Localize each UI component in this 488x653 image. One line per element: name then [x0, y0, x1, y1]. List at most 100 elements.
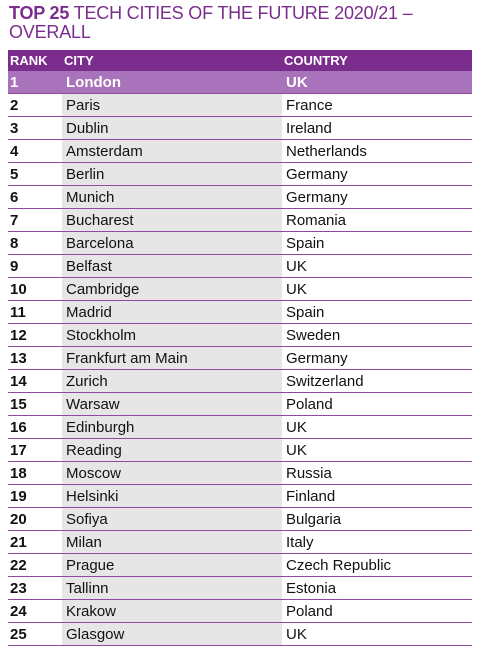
country-cell: Poland — [282, 392, 472, 416]
city-cell: Berlin — [62, 162, 282, 186]
rank-cell: 12 — [8, 323, 62, 347]
country-cell: Netherlands — [282, 139, 472, 163]
city-cell: London — [62, 71, 282, 94]
rank-cell: 4 — [8, 139, 62, 163]
city-cell: Moscow — [62, 461, 282, 485]
city-cell: Milan — [62, 530, 282, 554]
country-cell: Bulgaria — [282, 507, 472, 531]
city-cell: Cambridge — [62, 277, 282, 301]
city-cell: Amsterdam — [62, 139, 282, 163]
city-cell: Bucharest — [62, 208, 282, 232]
rank-cell: 6 — [8, 185, 62, 209]
city-cell: Madrid — [62, 300, 282, 324]
rank-cell: 9 — [8, 254, 62, 278]
table-row: 19 Helsinki Finland — [8, 484, 472, 508]
table-row: 5 Berlin Germany — [8, 162, 472, 186]
table-row: 21 Milan Italy — [8, 530, 472, 554]
city-cell: Barcelona — [62, 231, 282, 255]
city-cell: Zurich — [62, 369, 282, 393]
city-cell: Belfast — [62, 254, 282, 278]
country-cell: Poland — [282, 599, 472, 623]
table-row: 16 Edinburgh UK — [8, 415, 472, 439]
country-cell: France — [282, 93, 472, 117]
rank-cell: 10 — [8, 277, 62, 301]
rank-cell: 13 — [8, 346, 62, 370]
table-row: 4 Amsterdam Netherlands — [8, 139, 472, 163]
title-rest: TECH CITIES OF THE FUTURE 2020/21 – OVER… — [9, 3, 413, 42]
city-cell: Dublin — [62, 116, 282, 140]
table-row: 3 Dublin Ireland — [8, 116, 472, 140]
table-row: 20 Sofiya Bulgaria — [8, 507, 472, 531]
rank-cell: 2 — [8, 93, 62, 117]
city-cell: Paris — [62, 93, 282, 117]
table-row: 22 Prague Czech Republic — [8, 553, 472, 577]
country-cell: Russia — [282, 461, 472, 485]
rank-cell: 20 — [8, 507, 62, 531]
country-cell: UK — [282, 71, 472, 94]
city-cell: Glasgow — [62, 622, 282, 646]
city-cell: Reading — [62, 438, 282, 462]
table-row: 8 Barcelona Spain — [8, 231, 472, 255]
country-cell: Germany — [282, 185, 472, 209]
column-header: RANK — [8, 50, 62, 71]
city-cell: Edinburgh — [62, 415, 282, 439]
table-row: 10 Cambridge UK — [8, 277, 472, 301]
country-cell: UK — [282, 277, 472, 301]
country-cell: UK — [282, 438, 472, 462]
country-cell: Finland — [282, 484, 472, 508]
table-row: 7 Bucharest Romania — [8, 208, 472, 232]
table-row: 24 Krakow Poland — [8, 599, 472, 623]
city-cell: Warsaw — [62, 392, 282, 416]
rank-cell: 25 — [8, 622, 62, 646]
rank-cell: 5 — [8, 162, 62, 186]
table-row: 25 Glasgow UK — [8, 622, 472, 646]
column-header: CITY — [62, 50, 282, 71]
table-row: 14 Zurich Switzerland — [8, 369, 472, 393]
country-cell: Switzerland — [282, 369, 472, 393]
rank-cell: 1 — [8, 71, 62, 94]
table-row: 17 Reading UK — [8, 438, 472, 462]
table-row: 18 Moscow Russia — [8, 461, 472, 485]
country-cell: Czech Republic — [282, 553, 472, 577]
table-row: 6 Munich Germany — [8, 185, 472, 209]
country-cell: Spain — [282, 300, 472, 324]
country-cell: Estonia — [282, 576, 472, 600]
rank-cell: 8 — [8, 231, 62, 255]
city-cell: Sofiya — [62, 507, 282, 531]
table-row: 2 Paris France — [8, 93, 472, 117]
title: TOP 25 TECH CITIES OF THE FUTURE 2020/21… — [9, 4, 449, 42]
table-row: 9 Belfast UK — [8, 254, 472, 278]
rank-cell: 23 — [8, 576, 62, 600]
city-cell: Munich — [62, 185, 282, 209]
rank-cell: 16 — [8, 415, 62, 439]
table-row: 23 Tallinn Estonia — [8, 576, 472, 600]
table-row: 1 London UK — [8, 71, 472, 94]
country-cell: UK — [282, 254, 472, 278]
table-row: 12 Stockholm Sweden — [8, 323, 472, 347]
rank-cell: 7 — [8, 208, 62, 232]
rank-cell: 19 — [8, 484, 62, 508]
rank-cell: 15 — [8, 392, 62, 416]
column-header: COUNTRY — [282, 50, 472, 71]
country-cell: Germany — [282, 162, 472, 186]
rank-cell: 24 — [8, 599, 62, 623]
title-bold: TOP 25 — [9, 3, 70, 23]
city-cell: Stockholm — [62, 323, 282, 347]
city-cell: Helsinki — [62, 484, 282, 508]
country-cell: UK — [282, 415, 472, 439]
rank-cell: 14 — [8, 369, 62, 393]
table-row: 13 Frankfurt am Main Germany — [8, 346, 472, 370]
country-cell: Ireland — [282, 116, 472, 140]
city-cell: Prague — [62, 553, 282, 577]
country-cell: UK — [282, 622, 472, 646]
rank-cell: 11 — [8, 300, 62, 324]
rank-cell: 3 — [8, 116, 62, 140]
country-cell: Sweden — [282, 323, 472, 347]
table-row: 15 Warsaw Poland — [8, 392, 472, 416]
header-row: RANK CITY COUNTRY — [8, 50, 472, 71]
rank-cell: 18 — [8, 461, 62, 485]
city-cell: Krakow — [62, 599, 282, 623]
rank-cell: 17 — [8, 438, 62, 462]
rank-cell: 22 — [8, 553, 62, 577]
